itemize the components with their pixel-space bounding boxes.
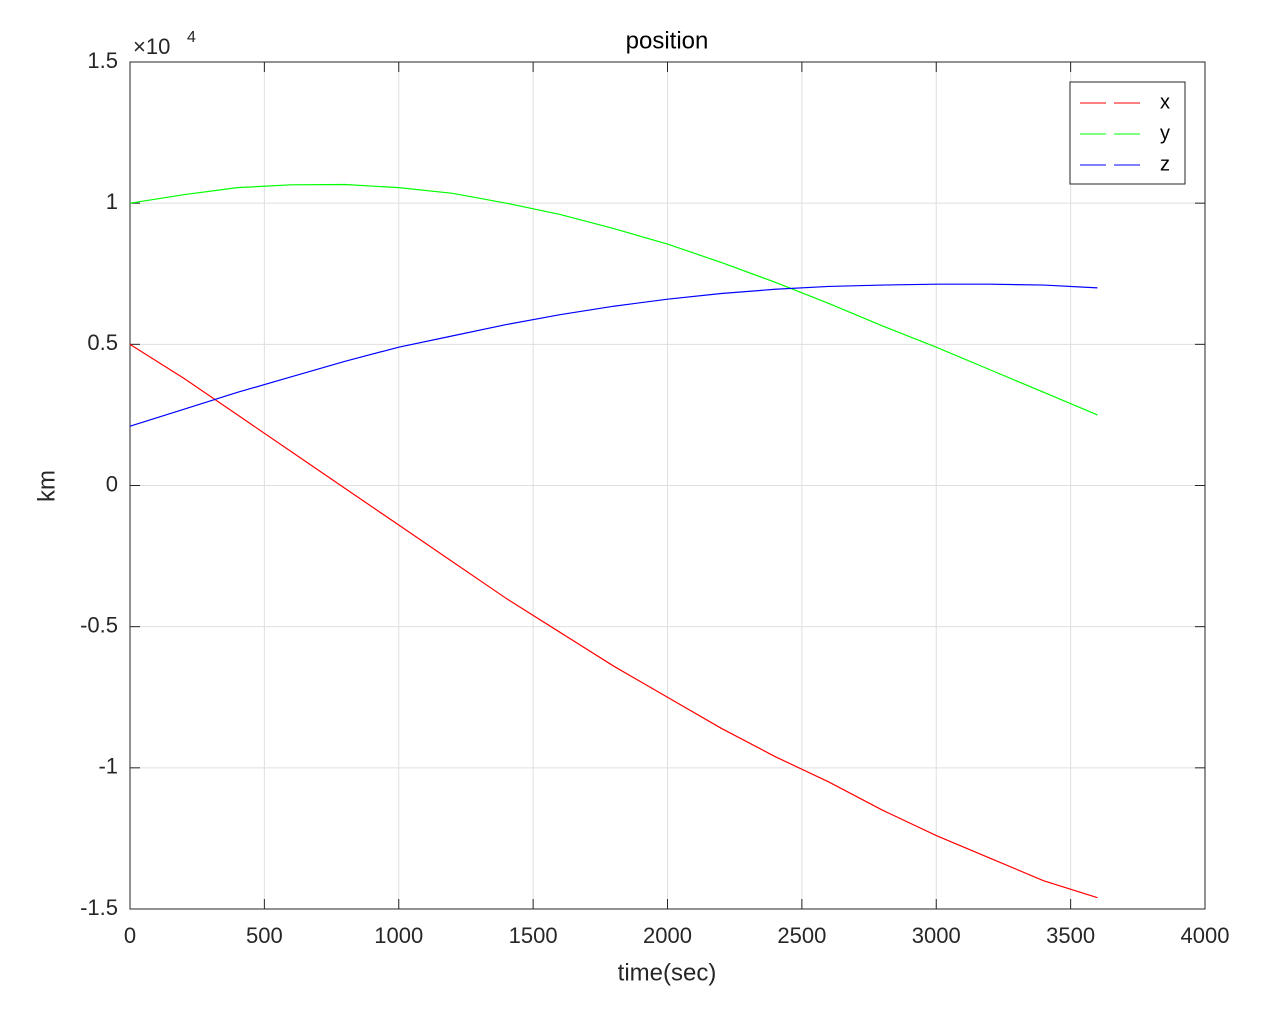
x-tick-label: 1000	[374, 923, 423, 948]
chart-title: position	[626, 27, 709, 54]
x-axis-label: time(sec)	[618, 959, 717, 986]
y-tick-label: -1	[98, 754, 118, 779]
x-tick-label: 1500	[509, 923, 558, 948]
y-multiplier-power: 4	[187, 29, 196, 46]
series-line	[129, 343, 1098, 899]
series-line	[129, 183, 1098, 416]
x-tick-label: 2000	[643, 923, 692, 948]
x-tick-label: 3000	[912, 923, 961, 948]
y-tick-label: 0	[106, 471, 118, 496]
x-tick-label: 0	[124, 923, 136, 948]
series-line	[129, 283, 1098, 427]
y-tick-label: 1.5	[87, 48, 118, 73]
y-tick-label: 0.5	[87, 330, 118, 355]
plot-frame	[129, 61, 1206, 910]
y-axis-label: km	[33, 470, 60, 502]
y-tick-label: 1	[106, 189, 118, 214]
y-multiplier: ×10	[133, 34, 170, 59]
x-tick-label: 4000	[1181, 923, 1230, 948]
y-tick-label: -0.5	[80, 612, 118, 637]
y-tick-label: -1.5	[80, 895, 118, 920]
x-tick-label: 2500	[777, 923, 826, 948]
legend-box	[1069, 81, 1186, 185]
x-tick-label: 3500	[1046, 923, 1095, 948]
x-tick-label: 500	[246, 923, 283, 948]
legend-label: y	[1160, 122, 1170, 144]
legend-label: z	[1160, 153, 1170, 175]
legend-label: x	[1160, 91, 1170, 113]
